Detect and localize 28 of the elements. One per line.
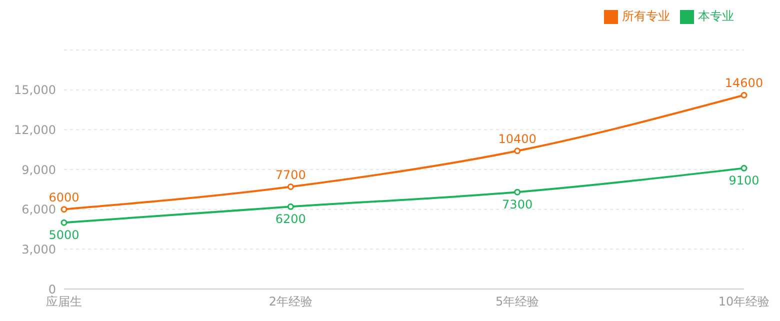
point — [60, 206, 68, 213]
x-tick-label: 10年经验 — [718, 294, 770, 309]
point — [740, 92, 748, 98]
data-label: 9100 — [728, 174, 760, 188]
point — [514, 188, 521, 196]
data-label: 5000 — [48, 228, 80, 242]
point — [287, 184, 294, 190]
y-tick-label: 0 — [48, 282, 56, 296]
data-label: 7700 — [275, 168, 306, 182]
y-tick-label: 9,000 — [22, 162, 56, 177]
y-tick-label: 3,000 — [22, 242, 56, 256]
data-label: 7300 — [502, 198, 533, 212]
data-label: 10400 — [498, 132, 536, 146]
x-tick-label: 应届生 — [46, 294, 82, 309]
point — [60, 219, 68, 226]
y-tick-label: 6,000 — [22, 202, 56, 217]
data-label: 6200 — [275, 212, 306, 226]
data-label: 14600 — [724, 76, 764, 90]
x-tick-label: 5年经验 — [496, 294, 540, 309]
x-tick-label: 2年经验 — [268, 294, 312, 309]
point — [740, 164, 748, 172]
y-tick-label: 12,000 — [14, 122, 56, 137]
point — [287, 203, 294, 210]
legend-label: 所有专业 — [622, 9, 670, 23]
data-label: 6000 — [48, 190, 80, 204]
y-tick-label: 15,000 — [14, 83, 56, 98]
legend-label: 本专业 — [698, 9, 734, 23]
point — [514, 148, 521, 154]
